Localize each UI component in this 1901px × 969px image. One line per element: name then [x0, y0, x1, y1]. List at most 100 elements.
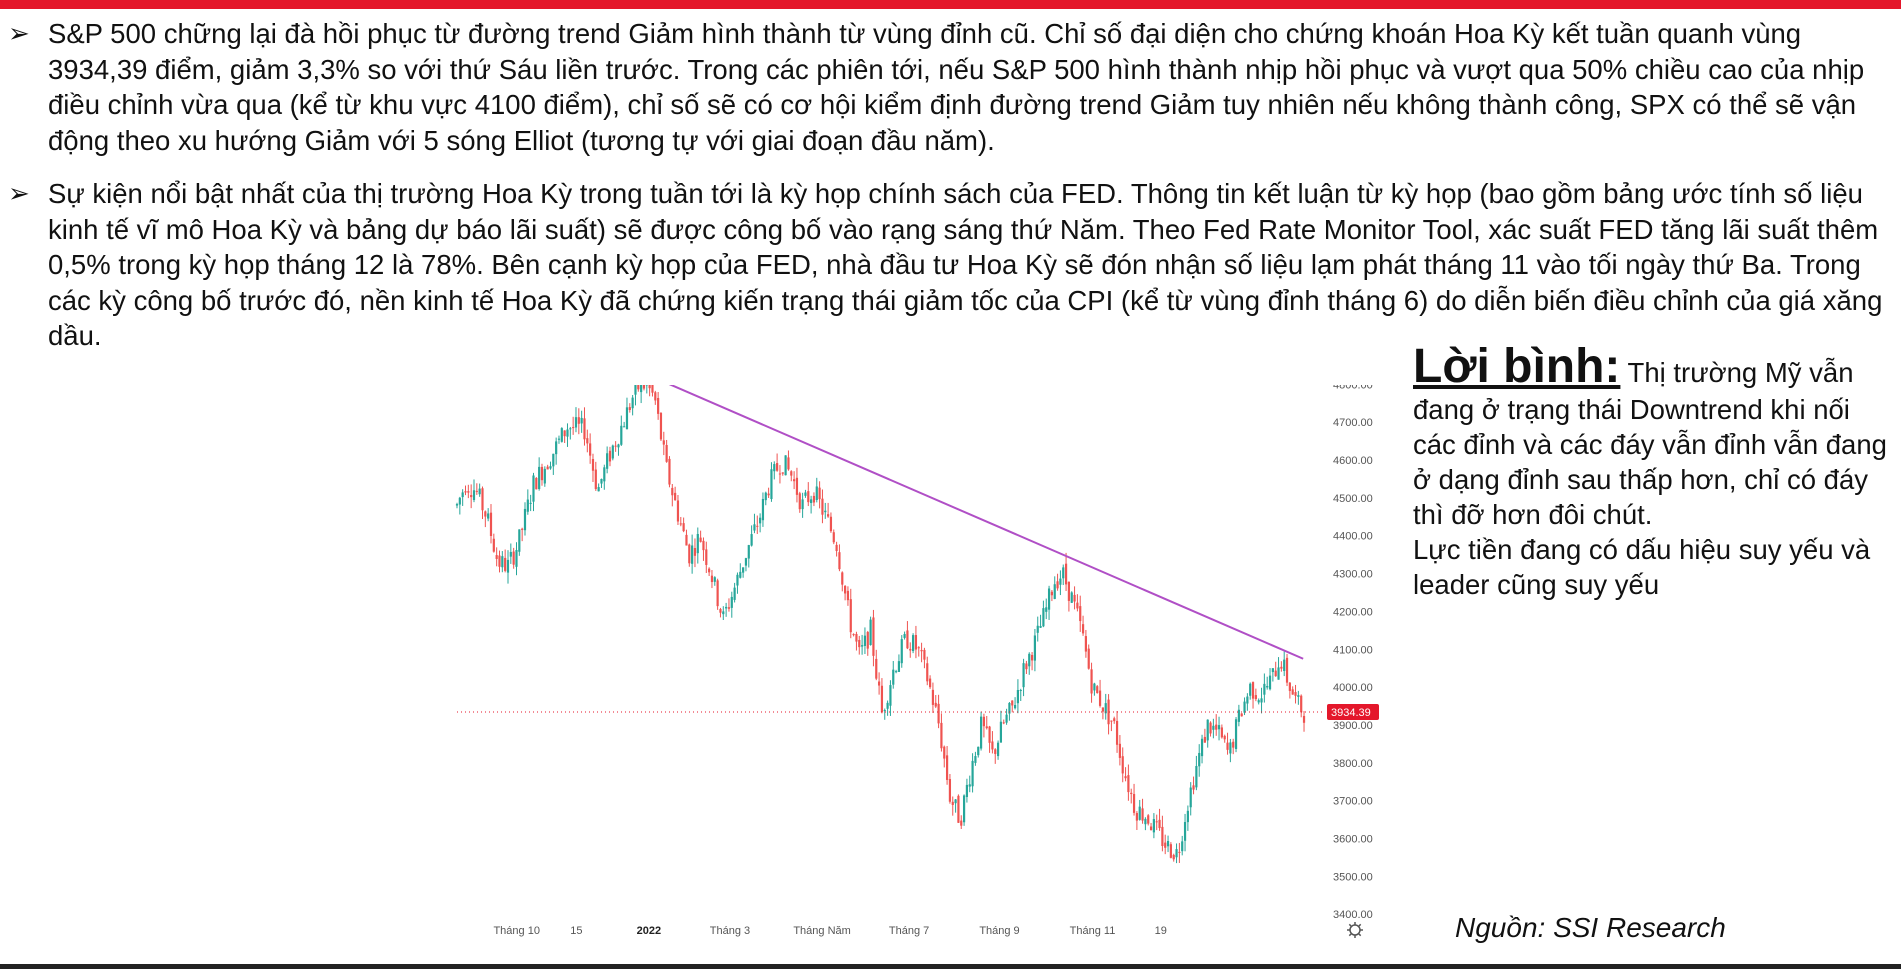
candle-body — [1232, 741, 1235, 748]
candle-body — [844, 585, 847, 594]
candle-body — [962, 795, 966, 823]
candle-body — [1283, 659, 1286, 671]
candle-body — [1118, 743, 1121, 758]
candle-body — [1200, 738, 1204, 757]
candle-body — [968, 784, 971, 787]
candle-body — [1147, 815, 1150, 824]
candle-body — [518, 529, 521, 552]
candle-body — [623, 426, 626, 428]
candle-body — [691, 545, 694, 564]
candle-body — [1254, 695, 1257, 700]
candle-body — [591, 459, 595, 471]
candle-body — [580, 417, 583, 424]
candle-body — [883, 710, 886, 712]
candle-body — [761, 498, 765, 521]
candle-body — [776, 463, 779, 471]
candle-body — [662, 440, 665, 445]
candle-body — [911, 635, 915, 652]
candle-body — [1234, 719, 1238, 749]
candle-body — [1121, 756, 1124, 774]
candle-body — [1030, 654, 1034, 661]
candle-body — [926, 663, 929, 682]
candle-body — [940, 722, 943, 749]
candle-body — [858, 639, 861, 648]
candle-body — [1081, 624, 1085, 634]
candle-body — [798, 493, 801, 510]
candle-body — [651, 385, 654, 393]
candle-body — [1192, 785, 1195, 790]
y-tick-label: 4500.00 — [1333, 493, 1373, 505]
candle-body — [1223, 735, 1226, 740]
y-tick-label: 3800.00 — [1333, 758, 1373, 770]
candle-body — [877, 681, 881, 686]
candle-body — [869, 619, 872, 646]
candle-body — [1036, 625, 1039, 633]
candle-body — [676, 500, 680, 522]
candle-body — [495, 555, 498, 559]
candle-body — [1297, 695, 1300, 697]
spx-candlestick-chart: 4800.00 4700.00 4600.00 4500.00 4400.00 4300.… — [455, 385, 1379, 938]
candle-body — [994, 749, 997, 754]
candle-body — [914, 635, 918, 650]
candle-body — [1189, 787, 1192, 808]
candle-body — [1206, 719, 1209, 741]
candle-body — [1212, 725, 1215, 730]
candle-body — [1169, 844, 1172, 858]
candle-body — [821, 498, 824, 515]
y-tick-label: 3400.00 — [1333, 909, 1373, 921]
y-tick-label: 4200.00 — [1333, 606, 1373, 618]
candle-body — [1098, 690, 1102, 706]
candle-body — [716, 580, 719, 607]
candle-body — [1217, 725, 1221, 730]
candle-body — [557, 438, 561, 440]
candle-body — [665, 444, 668, 462]
candle-body — [699, 537, 702, 542]
candle-body — [979, 716, 983, 749]
candle-body — [778, 473, 782, 475]
candle-body — [535, 477, 538, 490]
candle-group — [455, 385, 1306, 864]
candle-body — [1251, 682, 1255, 699]
settings-gear-icon[interactable] — [1347, 922, 1363, 938]
candle-body — [1155, 821, 1158, 823]
candle-body — [931, 689, 935, 705]
candle-body — [1229, 742, 1232, 754]
candle-body — [974, 756, 977, 763]
candle-body — [1008, 703, 1011, 714]
candle-body — [866, 632, 869, 649]
candle-body — [1268, 675, 1272, 690]
candle-body — [1053, 584, 1056, 599]
candle-body — [852, 634, 855, 636]
candle-body — [1144, 818, 1147, 825]
candle-body — [909, 648, 912, 651]
candle-body — [951, 801, 954, 805]
candle-body — [702, 540, 705, 551]
candle-body — [812, 495, 816, 503]
candle-body — [733, 587, 736, 600]
candle-body — [1076, 602, 1079, 609]
candle-body — [1016, 690, 1020, 704]
candle-body — [1104, 703, 1107, 714]
candle-body — [464, 491, 467, 493]
candle-body — [1127, 775, 1130, 793]
candle-body — [1183, 821, 1187, 841]
top-accent-bar — [0, 0, 1901, 9]
candle-body — [855, 633, 858, 642]
candle-body — [1237, 709, 1240, 722]
bullet-text: Sự kiện nổi bật nhất của thị trường Hoa … — [48, 178, 1883, 351]
candle-body — [1260, 698, 1263, 703]
candle-body — [753, 524, 756, 531]
candle-body — [498, 555, 501, 567]
candle-body — [620, 425, 623, 445]
candle-body — [478, 488, 481, 495]
candle-body — [1067, 581, 1071, 601]
candle-body — [634, 385, 637, 395]
candle-body — [696, 533, 699, 554]
candle-body — [770, 469, 773, 500]
candle-body — [1302, 715, 1306, 723]
candle-body — [594, 469, 597, 490]
candle-body — [827, 514, 830, 517]
candle-body — [1266, 685, 1269, 688]
candle-body — [671, 487, 674, 496]
candle-body — [1130, 792, 1133, 795]
